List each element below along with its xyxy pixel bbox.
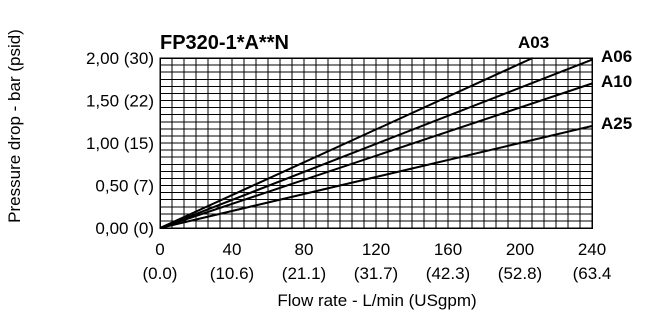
chart-title: FP320-1*A**N (160, 32, 289, 54)
y-axis-label: Pressure drop - bar (psid) (5, 29, 24, 223)
x-axis-label: Flow rate - L/min (USgpm) (277, 291, 476, 310)
x-tick-sublabel: (52.8) (498, 264, 542, 283)
y-tick-labels: 0,00 (0) 0,50 (7) 1,00 (15) 1,50 (22) 2,00 (… (86, 49, 154, 238)
x-tick-sublabel: (21.1) (282, 264, 326, 283)
series-label-a06: A06 (601, 47, 632, 66)
series-lines (159, 57, 593, 229)
series-line-a06 (159, 58, 593, 229)
y-tick-label: 2,00 (30) (86, 49, 154, 68)
x-tick-sublabel: (63.4 (573, 264, 612, 283)
y-tick-label: 1,00 (15) (86, 134, 154, 153)
x-tick-sublabel: (42.3) (426, 264, 470, 283)
x-tick-label: 200 (506, 240, 534, 259)
plot-frame (159, 57, 593, 229)
x-tick-label: 40 (223, 240, 242, 259)
y-tick-label: 1,50 (22) (86, 92, 154, 111)
x-tick-sublabel: (31.7) (354, 264, 398, 283)
series-label-a25: A25 (601, 114, 632, 133)
x-tick-sublabel: (0.0) (143, 264, 178, 283)
x-tick-label: 240 (578, 240, 606, 259)
series-label-a03: A03 (518, 33, 549, 52)
x-tick-label: 0 (155, 240, 164, 259)
series-line-a03 (159, 57, 534, 229)
x-tick-labels: 0 (0.0) 40 (10.6) 80 (21.1) 120 (31.7) 160 (42.3)… (143, 240, 612, 283)
x-tick-label: 120 (362, 240, 390, 259)
y-tick-label: 0,00 (0) (95, 219, 154, 238)
series-line-a25 (159, 125, 593, 229)
series-line-a10 (159, 82, 593, 229)
series-labels: A03 A06 A10 A25 (518, 33, 632, 133)
x-tick-label: 80 (295, 240, 314, 259)
x-tick-label: 160 (434, 240, 462, 259)
x-tick-sublabel: (10.6) (210, 264, 254, 283)
series-label-a10: A10 (601, 72, 632, 91)
y-tick-label: 0,50 (7) (95, 177, 154, 196)
